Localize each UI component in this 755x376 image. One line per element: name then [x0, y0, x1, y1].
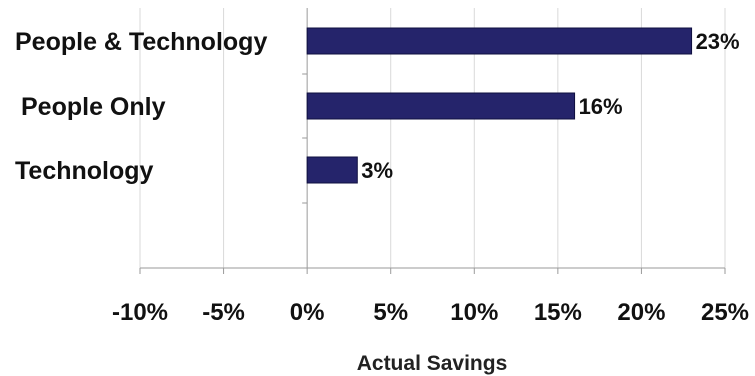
bar	[306, 27, 693, 55]
x-tick-label: 5%	[373, 299, 408, 326]
data-labels: 23% 16% 3%	[361, 29, 739, 183]
x-tick-label: 25%	[701, 299, 749, 326]
x-tick-label: 20%	[617, 299, 665, 326]
x-tick-label: -5%	[202, 299, 245, 326]
data-label: 23%	[696, 29, 740, 54]
x-axis-title: Actual Savings	[357, 352, 508, 375]
data-label: 16%	[579, 94, 623, 119]
category-labels: People & Technology People Only Technology	[15, 28, 267, 185]
x-tick-label: -10%	[112, 299, 168, 326]
data-label: 3%	[361, 158, 393, 183]
bars	[306, 27, 693, 184]
bar	[306, 92, 576, 120]
category-label: People Only	[21, 93, 166, 121]
x-tick-labels: -10% -5% 0% 5% 10% 15% 20% 25%	[112, 299, 749, 326]
x-tick-label: 10%	[450, 299, 498, 326]
category-label: People & Technology	[15, 28, 267, 56]
category-label: Technology	[15, 157, 154, 185]
x-tick-label: 0%	[290, 299, 325, 326]
x-tick-label: 15%	[534, 299, 582, 326]
bar	[306, 156, 358, 184]
